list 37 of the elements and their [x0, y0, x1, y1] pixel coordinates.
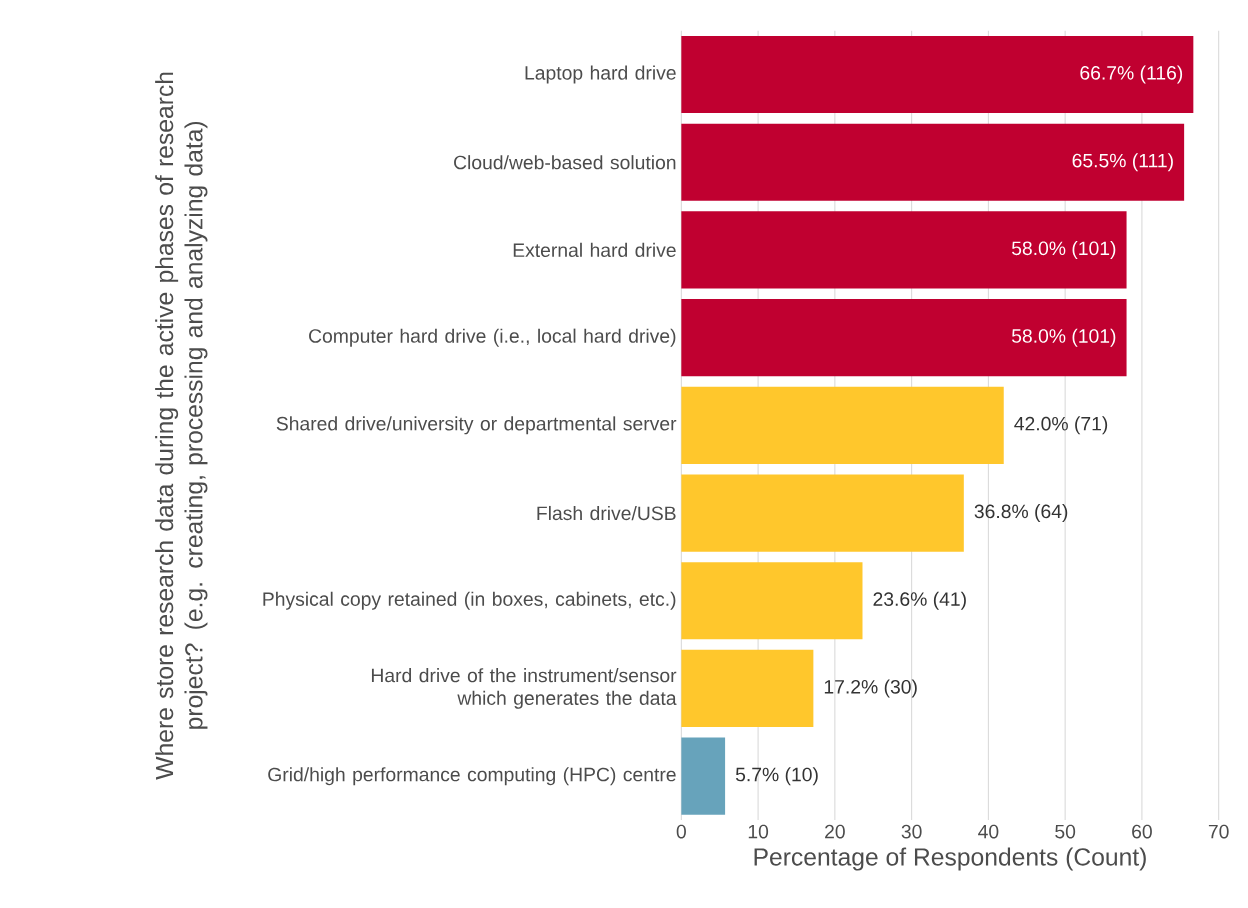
x-tick-label: 60	[1132, 824, 1152, 839]
data-label: 65.5% (111)	[1072, 153, 1173, 172]
bar	[681, 474, 964, 552]
x-axis-title: Percentage of Respondents (Count)	[754, 847, 1146, 871]
bar	[681, 123, 1185, 201]
x-tick-label: 0	[676, 824, 686, 839]
data-label: 58.0% (101)	[1011, 328, 1116, 347]
x-tick-label: 10	[748, 824, 769, 839]
x-tick-label: 70	[1208, 824, 1229, 839]
bar	[681, 649, 814, 728]
x-tick-label: 30	[901, 824, 922, 839]
bar	[681, 562, 863, 640]
data-label: 42.0% (71)	[1014, 416, 1108, 435]
y-tick-label: External hard drive	[513, 242, 676, 258]
bar	[681, 211, 1127, 289]
data-label: 66.7% (116)	[1080, 65, 1183, 84]
bar	[681, 737, 726, 815]
data-label: 5.7% (10)	[735, 767, 818, 786]
data-label: 17.2% (30)	[824, 679, 917, 698]
bar	[681, 299, 1127, 377]
y-tick-label: Flash drive/USB	[537, 505, 676, 521]
x-tick-label: 50	[1055, 824, 1076, 839]
bar	[681, 386, 1004, 464]
data-label: 58.0% (101)	[1011, 240, 1116, 259]
y-tick-label: Shared drive/university or departmental server	[276, 416, 677, 435]
data-label: 36.8% (64)	[974, 504, 1068, 523]
y-tick-label: Cloud/web-based solution	[454, 155, 676, 170]
x-tick-label: 20	[825, 824, 845, 839]
y-tick-label: Hard drive of the instrument/sensor which generates the data	[371, 668, 677, 709]
x-tick-label: 40	[978, 824, 999, 839]
y-tick-label: Grid/high performance computing (HPC) centre	[268, 767, 676, 786]
y-tick-label: Computer hard drive (i.e., local hard drive)	[309, 328, 676, 347]
y-axis-title: Where store research data during the active phases of research project? (e.g. creating, processing and analyzing data)	[155, 72, 208, 780]
y-tick-label: Physical copy retained (in boxes, cabinets, etc.)	[263, 591, 676, 610]
data-label: 23.6% (41)	[873, 591, 966, 610]
y-tick-label: Laptop hard drive	[525, 65, 676, 84]
bar	[681, 35, 1194, 114]
